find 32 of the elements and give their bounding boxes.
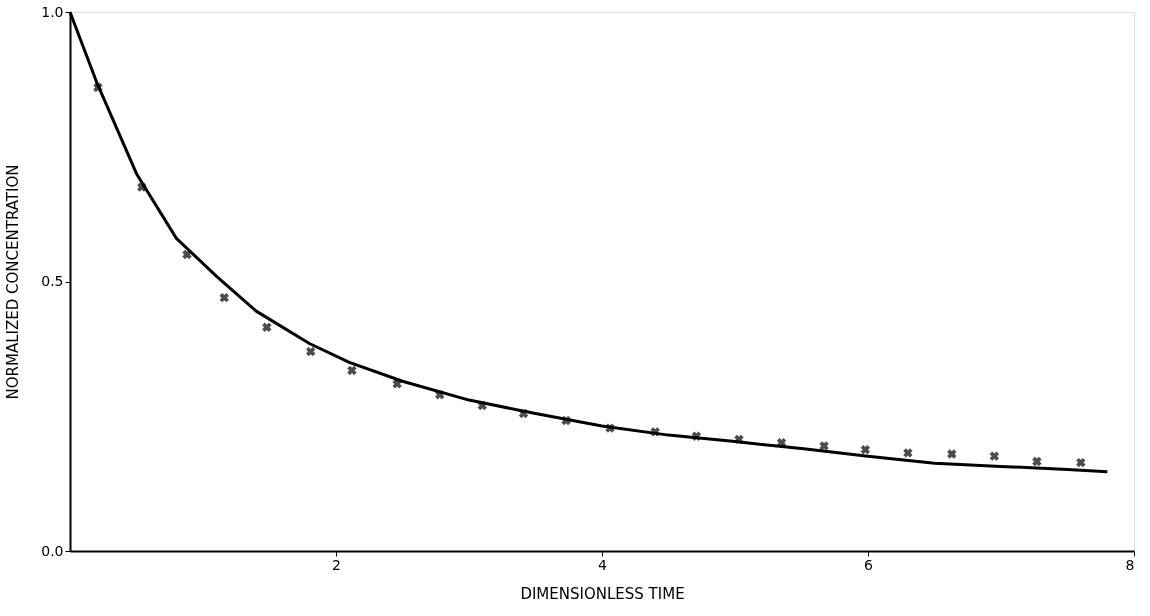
x-tick-label: 8 — [1125, 556, 1135, 573]
point — [93, 82, 103, 93]
y-tick-label: 0.5 — [41, 273, 64, 289]
point — [392, 379, 402, 389]
point — [306, 346, 316, 357]
point — [860, 444, 871, 455]
point — [561, 415, 571, 426]
point — [903, 448, 913, 458]
x-tick-label: 6 — [864, 556, 874, 573]
x-axis-title: DIMENSIONLESS TIME — [520, 584, 685, 603]
y-tick-label: 1.0 — [41, 3, 64, 20]
point — [989, 451, 1000, 461]
point — [947, 449, 957, 459]
point — [219, 292, 229, 303]
x-tick-label: 4 — [598, 556, 608, 573]
point — [182, 249, 192, 260]
point — [137, 182, 147, 192]
point — [262, 322, 272, 333]
x-tick-label: 2 — [332, 556, 341, 573]
point — [518, 408, 529, 419]
point — [1076, 457, 1086, 468]
point — [435, 389, 445, 400]
point — [650, 427, 660, 437]
y-tick-label: 0.0 — [41, 542, 64, 559]
point — [605, 423, 615, 433]
point — [691, 431, 702, 441]
point — [1032, 456, 1042, 467]
point — [347, 365, 357, 376]
point — [819, 441, 829, 451]
point — [477, 400, 487, 411]
point — [734, 434, 744, 445]
y-axis-title: NORMALIZED CONCENTRATION — [4, 164, 23, 400]
